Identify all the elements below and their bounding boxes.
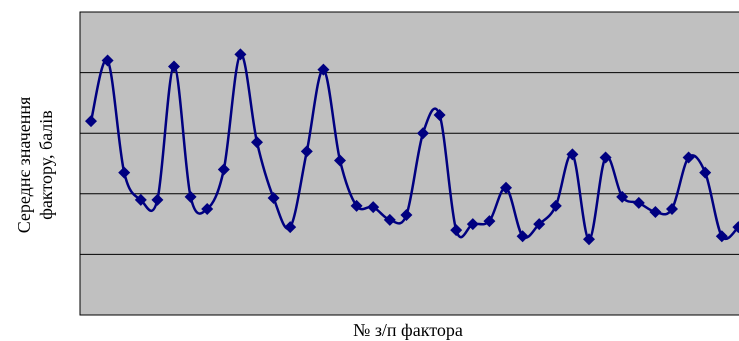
plot-area [79,11,739,316]
y-axis-title: Середнє значення [14,97,34,234]
marker [483,215,496,228]
marker [184,190,197,203]
marker [450,224,463,237]
marker [85,115,97,128]
marker [134,193,147,206]
marker [217,163,230,176]
marker [118,166,131,179]
marker [383,213,396,226]
x-axis-title: № з/п фактора [353,320,463,340]
marker [251,136,263,149]
marker [234,48,247,61]
marker [201,202,214,215]
marker [632,196,645,209]
marker [300,145,313,158]
marker [466,218,479,231]
marker [417,127,429,140]
y-axis-title: фактору, балів [36,110,56,220]
marker [101,54,114,67]
marker [350,199,363,212]
marker [284,221,297,234]
marker [599,151,612,164]
marker [549,199,562,212]
marker [433,109,446,122]
marker [649,205,662,218]
marker [367,201,380,214]
marker [715,230,728,243]
marker [666,202,678,215]
marker [699,166,712,179]
marker [616,190,629,203]
marker [516,230,529,243]
marker [682,151,695,164]
marker [533,218,546,231]
marker [334,154,346,167]
marker [400,209,413,222]
marker [732,221,739,234]
marker [566,148,579,161]
marker [168,60,180,73]
marker [317,63,330,76]
marker [267,192,280,205]
marker [151,193,164,206]
marker [500,181,512,194]
marker [583,233,595,246]
